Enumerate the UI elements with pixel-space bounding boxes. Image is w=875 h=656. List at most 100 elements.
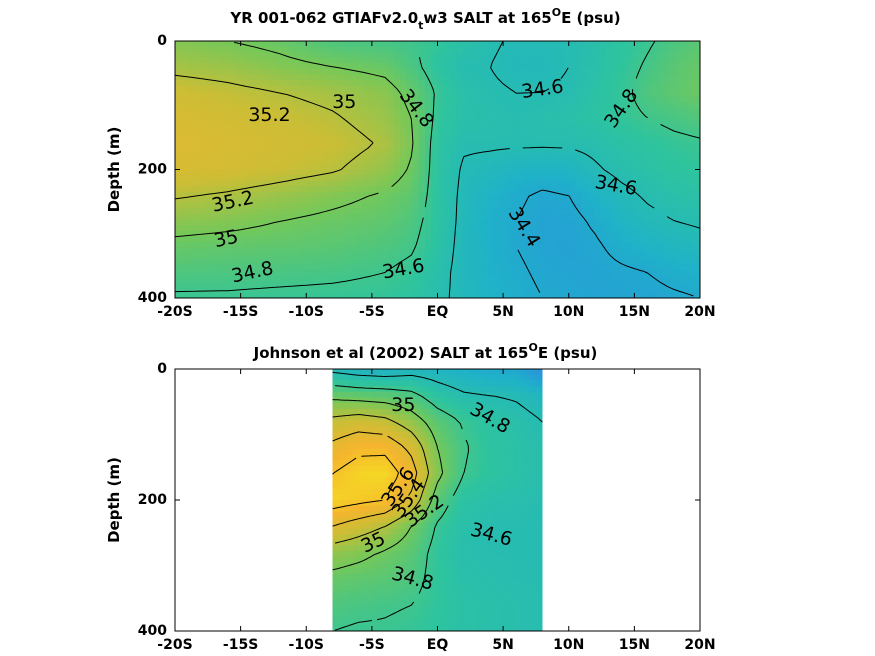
salinity-cell xyxy=(681,102,689,109)
salinity-cell xyxy=(262,191,270,199)
salinity-cell xyxy=(418,214,426,221)
salinity-cell xyxy=(380,380,384,387)
salinity-cell xyxy=(355,391,359,399)
salinity-cell xyxy=(387,230,395,238)
salinity-cell xyxy=(362,214,370,221)
salinity-cell xyxy=(343,219,351,226)
salinity-cell xyxy=(462,281,470,288)
salinity-cell xyxy=(262,225,270,232)
salinity-cell xyxy=(385,437,389,444)
salinity-cell xyxy=(331,225,339,232)
salinity-cell xyxy=(375,135,382,143)
salinity-cell xyxy=(275,158,282,165)
salinity-cell xyxy=(350,158,357,165)
salinity-cell xyxy=(456,57,464,64)
salinity-cell xyxy=(460,397,464,404)
salinity-cell xyxy=(256,63,264,70)
salinity-cell xyxy=(375,91,382,98)
title-part: O xyxy=(552,6,561,19)
salinity-cell xyxy=(206,163,214,171)
salinity-cell xyxy=(687,275,695,282)
salinity-cell xyxy=(531,264,539,271)
salinity-cell xyxy=(293,203,301,210)
salinity-cell xyxy=(256,191,264,199)
salinity-cell xyxy=(681,225,689,232)
salinity-cell xyxy=(306,80,314,87)
salinity-cell xyxy=(631,141,639,148)
salinity-cell xyxy=(437,130,445,137)
salinity-cell xyxy=(631,275,639,282)
salinity-cell xyxy=(393,57,401,64)
salinity-cell xyxy=(218,113,226,120)
salinity-cell xyxy=(568,57,576,64)
salinity-cell xyxy=(612,203,620,210)
salinity-cell xyxy=(687,135,695,143)
salinity-cell xyxy=(540,369,543,376)
salinity-cell xyxy=(456,281,464,288)
salinity-cell xyxy=(382,408,386,416)
salinity-cell xyxy=(312,169,320,176)
x-tick-label: 15N xyxy=(619,304,650,320)
salinity-cell xyxy=(415,391,419,399)
salinity-cell xyxy=(487,85,495,92)
salinity-cell xyxy=(693,152,700,159)
salinity-cell xyxy=(387,147,395,154)
salinity-cell xyxy=(418,124,426,131)
salinity-cell xyxy=(281,96,289,104)
salinity-cell xyxy=(543,180,551,187)
salinity-cell xyxy=(532,414,536,421)
salinity-cell xyxy=(337,286,345,294)
salinity-cell xyxy=(550,292,557,298)
salinity-cell xyxy=(456,68,464,76)
salinity-cell xyxy=(250,186,257,193)
salinity-cell xyxy=(462,108,470,115)
salinity-cell xyxy=(350,431,354,438)
salinity-cell xyxy=(325,258,332,266)
salinity-cell xyxy=(397,425,401,433)
salinity-cell xyxy=(181,236,189,243)
salinity-cell xyxy=(225,286,232,294)
salinity-cell xyxy=(481,275,489,282)
salinity-cell xyxy=(656,91,664,98)
salinity-cell xyxy=(443,270,451,277)
salinity-cell xyxy=(447,431,451,438)
salinity-cell xyxy=(342,431,346,438)
salinity-cell xyxy=(606,286,614,294)
salinity-cell xyxy=(487,264,495,271)
salinity-cell xyxy=(650,203,657,210)
salinity-cell xyxy=(312,186,320,193)
salinity-cell xyxy=(693,180,700,187)
salinity-cell xyxy=(193,214,201,221)
salinity-cell xyxy=(487,281,495,288)
salinity-cell xyxy=(250,236,257,243)
x-tick-label: 5N xyxy=(492,304,513,320)
salinity-cell xyxy=(187,197,195,204)
salinity-cell xyxy=(618,74,626,81)
salinity-cell xyxy=(342,420,346,427)
salinity-cell xyxy=(181,214,189,221)
salinity-cell xyxy=(465,425,469,433)
salinity-cell xyxy=(505,391,509,399)
salinity-cell xyxy=(402,380,406,387)
salinity-cell xyxy=(325,74,332,81)
salinity-cell xyxy=(200,108,207,115)
salinity-cell xyxy=(331,197,339,204)
salinity-cell xyxy=(535,397,539,404)
salinity-cell xyxy=(287,113,295,120)
salinity-cell xyxy=(345,403,349,410)
salinity-cell xyxy=(300,152,307,159)
salinity-cell xyxy=(681,219,689,226)
salinity-cell xyxy=(437,158,445,165)
salinity-cell xyxy=(500,80,507,87)
salinity-cell xyxy=(525,219,532,226)
salinity-cell xyxy=(681,236,689,243)
salinity-cell xyxy=(268,91,276,98)
salinity-cell xyxy=(480,403,484,410)
contour-35.2 xyxy=(175,74,374,200)
salinity-cell xyxy=(487,46,495,53)
salinity-cell xyxy=(231,124,239,131)
salinity-cell xyxy=(475,163,482,171)
salinity-cell xyxy=(287,141,295,148)
salinity-cell xyxy=(475,63,482,70)
salinity-cell xyxy=(693,258,700,266)
